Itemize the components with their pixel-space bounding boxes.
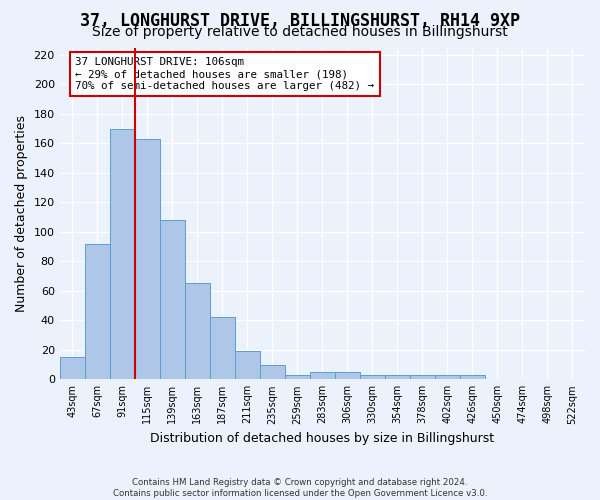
Bar — [460, 375, 485, 380]
Bar — [260, 364, 285, 380]
Bar — [135, 139, 160, 380]
Bar — [85, 244, 110, 380]
Bar — [110, 128, 135, 380]
Text: Contains HM Land Registry data © Crown copyright and database right 2024.
Contai: Contains HM Land Registry data © Crown c… — [113, 478, 487, 498]
Text: 37 LONGHURST DRIVE: 106sqm
← 29% of detached houses are smaller (198)
70% of sem: 37 LONGHURST DRIVE: 106sqm ← 29% of deta… — [76, 58, 374, 90]
Bar — [210, 318, 235, 380]
Text: 37, LONGHURST DRIVE, BILLINGSHURST, RH14 9XP: 37, LONGHURST DRIVE, BILLINGSHURST, RH14… — [80, 12, 520, 30]
Bar — [360, 375, 385, 380]
Bar — [235, 352, 260, 380]
Y-axis label: Number of detached properties: Number of detached properties — [15, 115, 28, 312]
Bar — [410, 375, 435, 380]
Bar — [385, 375, 410, 380]
Bar — [335, 372, 360, 380]
X-axis label: Distribution of detached houses by size in Billingshurst: Distribution of detached houses by size … — [150, 432, 494, 445]
Bar — [59, 357, 85, 380]
Bar — [185, 284, 210, 380]
Text: Size of property relative to detached houses in Billingshurst: Size of property relative to detached ho… — [92, 25, 508, 39]
Bar — [160, 220, 185, 380]
Bar — [285, 375, 310, 380]
Bar — [310, 372, 335, 380]
Bar — [435, 375, 460, 380]
